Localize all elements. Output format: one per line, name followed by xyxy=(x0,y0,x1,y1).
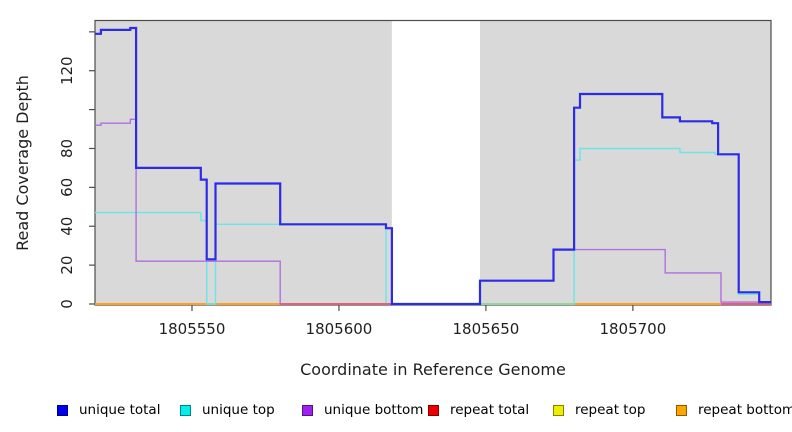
legend-label-repeat-bottom: repeat bottom xyxy=(698,402,792,418)
y-tick-label: 0 xyxy=(58,299,76,309)
legend-swatch-repeat-top xyxy=(553,404,564,416)
y-tick-label: 80 xyxy=(58,139,76,158)
y-tick-label: 120 xyxy=(58,56,76,85)
legend-label-repeat-top: repeat top xyxy=(575,402,646,418)
repeat-region-mask xyxy=(391,20,481,305)
x-tick-label: 1805550 xyxy=(159,320,226,338)
series-line-unique-total xyxy=(95,26,771,306)
legend-swatch-unique-bottom xyxy=(302,404,313,416)
chart-legend: unique total unique top unique bottom repea… xyxy=(0,400,792,424)
y-tick-label: 20 xyxy=(58,256,76,275)
legend-swatch-unique-top xyxy=(180,404,191,416)
legend-item-unique-total: unique total xyxy=(57,400,160,420)
legend-item-repeat-total: repeat total xyxy=(428,400,529,420)
y-tick-label: 60 xyxy=(58,178,76,197)
x-tick-label: 1805600 xyxy=(306,320,373,338)
x-axis-title: Coordinate in Reference Genome xyxy=(300,360,566,379)
legend-label-unique-bottom: unique bottom xyxy=(324,402,424,418)
legend-swatch-repeat-total xyxy=(428,404,439,416)
x-tick-label: 1805700 xyxy=(599,320,666,338)
plot-area: 1805550 1805600 1805650 1805700 0 20 40 60 80 120 xyxy=(58,19,772,338)
legend-label-unique-total: unique total xyxy=(79,402,161,418)
legend-label-unique-top: unique top xyxy=(202,402,275,418)
legend-item-unique-bottom: unique bottom xyxy=(302,400,423,420)
legend-label-repeat-total: repeat total xyxy=(450,402,530,418)
legend-item-repeat-bottom: repeat bottom xyxy=(676,400,792,420)
legend-item-repeat-top: repeat top xyxy=(553,400,645,420)
legend-item-unique-top: unique top xyxy=(180,400,275,420)
y-axis-title: Read Coverage Depth xyxy=(13,75,32,251)
x-tick-label: 1805650 xyxy=(452,320,519,338)
legend-swatch-unique-total xyxy=(57,404,68,416)
legend-swatch-repeat-bottom xyxy=(676,404,687,416)
y-tick-label: 40 xyxy=(58,217,76,236)
